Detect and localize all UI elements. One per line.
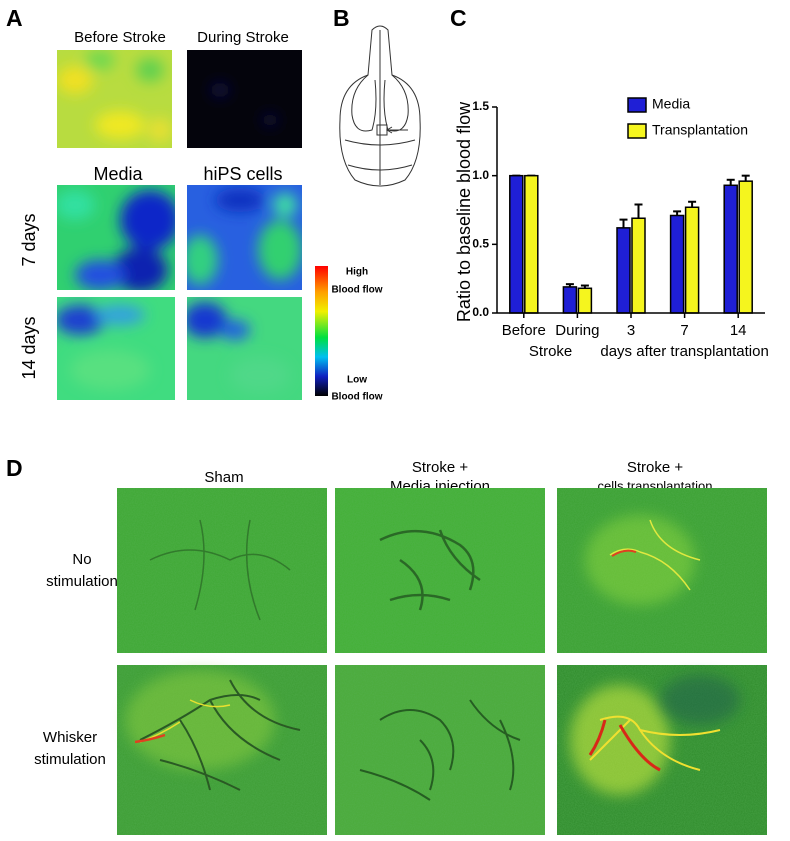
bar bbox=[723, 184, 738, 314]
y-tick-label: 1.5 bbox=[472, 99, 489, 113]
column-title: Stroke + bbox=[627, 459, 684, 476]
bar bbox=[562, 286, 578, 314]
group-title: hiPS cells bbox=[203, 164, 282, 184]
y-tick-label: 1.0 bbox=[472, 168, 489, 182]
bar bbox=[631, 217, 646, 314]
colorbar-label: Blood flow bbox=[331, 285, 382, 296]
column-title: Before Stroke bbox=[74, 29, 166, 46]
legend-swatch bbox=[627, 123, 647, 139]
optical-image bbox=[117, 488, 327, 653]
optical-image bbox=[557, 665, 767, 835]
panel-label: D bbox=[6, 455, 23, 481]
colorbar-label: Low bbox=[347, 375, 367, 386]
x-group-label: days after transplantation bbox=[600, 343, 768, 360]
heatmap bbox=[187, 50, 302, 148]
colorbar-label: Blood flow bbox=[331, 392, 382, 403]
heatmap bbox=[187, 185, 302, 290]
optical-image bbox=[335, 488, 545, 653]
column-title: During Stroke bbox=[197, 29, 289, 46]
x-tick-label: 7 bbox=[680, 322, 688, 339]
colorbar bbox=[315, 266, 328, 396]
row-title: stimulation bbox=[34, 751, 106, 768]
bar bbox=[669, 214, 685, 314]
x-group-label: Stroke bbox=[529, 343, 572, 360]
colorbar-label: High bbox=[346, 267, 368, 278]
row-title: Whisker bbox=[43, 729, 97, 746]
legend-label: Transplantation bbox=[652, 122, 748, 138]
heatmap bbox=[57, 297, 175, 400]
panel-label: A bbox=[6, 5, 23, 31]
heatmap bbox=[57, 185, 175, 290]
heatmap bbox=[57, 50, 172, 148]
x-tick-label: 14 bbox=[730, 322, 747, 339]
row-title: 14 days bbox=[19, 316, 39, 379]
legend-swatch bbox=[627, 97, 647, 113]
x-tick-label: 3 bbox=[627, 322, 635, 339]
y-tick-label: 0.0 bbox=[472, 305, 489, 319]
y-tick-label: 0.5 bbox=[472, 237, 489, 251]
optical-image bbox=[117, 665, 327, 835]
bar bbox=[524, 174, 539, 314]
bar bbox=[616, 227, 631, 314]
row-title: No bbox=[72, 551, 91, 568]
bar bbox=[684, 206, 700, 314]
row-title: stimulation bbox=[46, 573, 118, 590]
bar-chart: 0.0 0.5 1.0 1.5 Before During 3 7 14 Stroke days a… bbox=[472, 96, 769, 360]
y-axis-label: Ratio to baseline blood flow bbox=[454, 101, 474, 322]
skull-drawing bbox=[339, 25, 421, 187]
bar bbox=[509, 174, 524, 314]
x-tick-label: During bbox=[555, 322, 599, 339]
column-title: Sham bbox=[204, 469, 243, 486]
row-title: 7 days bbox=[19, 213, 39, 266]
column-title: Stroke + bbox=[412, 459, 469, 476]
heatmap bbox=[187, 297, 302, 400]
bar bbox=[738, 180, 753, 314]
bar bbox=[577, 287, 593, 314]
optical-image bbox=[557, 488, 767, 653]
optical-image bbox=[335, 665, 545, 835]
legend-label: Media bbox=[652, 96, 690, 112]
panel-label: B bbox=[333, 5, 350, 31]
group-title: Media bbox=[93, 164, 143, 184]
x-tick-label: Before bbox=[502, 322, 546, 339]
panel-label: C bbox=[450, 5, 467, 31]
